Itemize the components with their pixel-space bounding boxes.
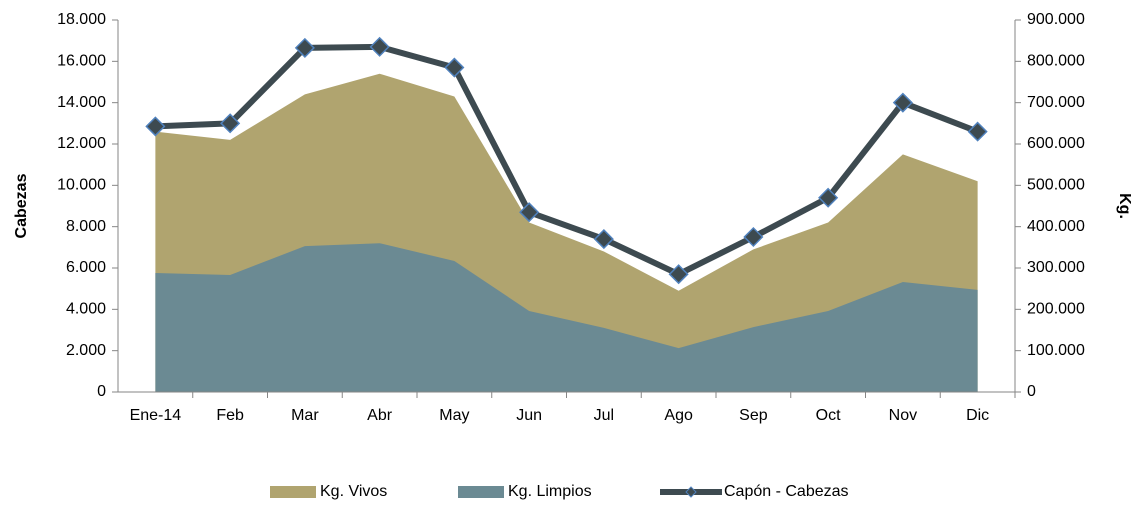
- x-tick-label: Ene-14: [130, 407, 182, 424]
- y2-tick-label: 200.000: [1027, 301, 1085, 318]
- y-tick-label: 18.000: [57, 11, 106, 28]
- x-tick-label: Ago: [664, 407, 693, 424]
- x-tick-label: Abr: [367, 407, 393, 424]
- y2-tick-label: 0: [1027, 383, 1036, 400]
- y-tick-label: 4.000: [66, 301, 106, 318]
- y-axis-title: Cabezas: [13, 173, 30, 238]
- y-tick-label: 6.000: [66, 259, 106, 276]
- legend-swatch: [458, 486, 504, 498]
- y2-tick-label: 600.000: [1027, 135, 1085, 152]
- area: [155, 243, 978, 392]
- x-tick-label: May: [439, 407, 469, 424]
- marker: [369, 36, 390, 57]
- y2-tick-label: 800.000: [1027, 53, 1085, 70]
- marker: [967, 121, 988, 142]
- y-tick-label: 2.000: [66, 342, 106, 359]
- legend-swatch: [270, 486, 316, 498]
- x-tick-label: Mar: [291, 407, 319, 424]
- y2-tick-label: 700.000: [1027, 94, 1085, 111]
- marker: [220, 113, 241, 134]
- y-tick-label: 16.000: [57, 53, 106, 70]
- legend-label: Capón - Cabezas: [724, 483, 849, 500]
- marker: [668, 264, 689, 285]
- y2-axis-title: Kg.: [1116, 193, 1133, 219]
- marker: [444, 57, 465, 78]
- y-tick-label: 12.000: [57, 135, 106, 152]
- x-tick-label: Jul: [594, 407, 614, 424]
- marker: [593, 229, 614, 250]
- marker: [743, 226, 764, 248]
- y2-tick-label: 100.000: [1027, 342, 1085, 359]
- marker: [818, 187, 839, 208]
- x-tick-label: Jun: [516, 407, 542, 424]
- x-tick-label: Oct: [816, 407, 841, 424]
- x-tick-label: Sep: [739, 407, 768, 424]
- marker: [294, 37, 315, 58]
- y2-tick-label: 300.000: [1027, 259, 1085, 276]
- line: [155, 43, 979, 278]
- marker: [519, 202, 540, 223]
- x-tick-label: Nov: [889, 407, 917, 424]
- x-tick-label: Feb: [216, 407, 244, 424]
- y-tick-label: 14.000: [57, 94, 106, 111]
- legend-label: Kg. Limpios: [508, 483, 592, 500]
- y2-tick-label: 900.000: [1027, 11, 1085, 28]
- y-tick-label: 10.000: [57, 177, 106, 194]
- y2-tick-label: 400.000: [1027, 218, 1085, 235]
- y-tick-label: 0: [97, 383, 106, 400]
- y2-tick-label: 500.000: [1027, 177, 1085, 194]
- legend-marker: [685, 486, 697, 498]
- marker: [892, 92, 913, 113]
- legend-label: Kg. Vivos: [320, 483, 387, 500]
- x-tick-label: Dic: [966, 407, 989, 424]
- y-tick-label: 8.000: [66, 218, 106, 235]
- marker: [145, 116, 166, 137]
